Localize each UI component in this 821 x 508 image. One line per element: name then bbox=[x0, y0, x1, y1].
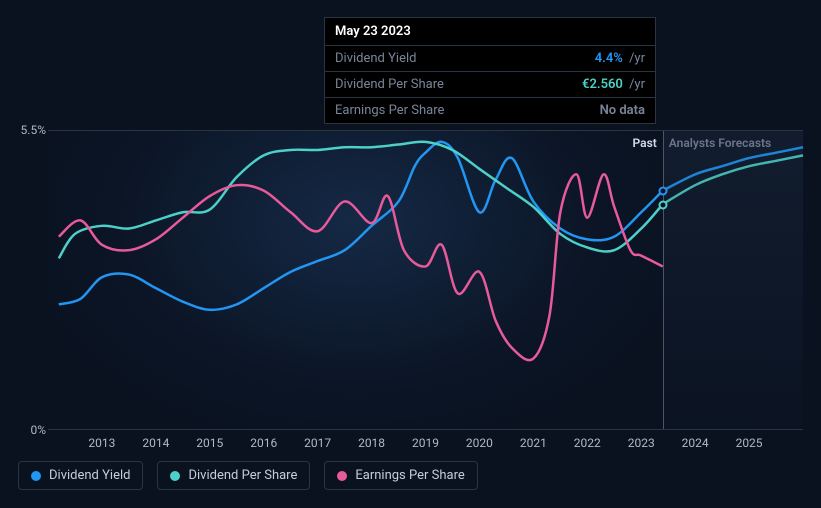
tooltip-label: Earnings Per Share bbox=[335, 103, 600, 118]
tooltip-value: €2.560 /yr bbox=[582, 77, 645, 92]
y-axis-label: 5.5% bbox=[21, 123, 46, 137]
tooltip-row: Dividend Yield4.4% /yr bbox=[325, 46, 655, 72]
series-line bbox=[59, 142, 663, 310]
x-axis-label: 2018 bbox=[358, 436, 385, 450]
chart-legend: Dividend Yield Dividend Per Share Earnings… bbox=[18, 461, 478, 490]
x-axis-label: 2014 bbox=[142, 436, 169, 450]
x-axis-label: 2016 bbox=[250, 436, 277, 450]
legend-dot-icon bbox=[337, 471, 347, 481]
x-axis-label: 2023 bbox=[628, 436, 655, 450]
series-line bbox=[59, 142, 663, 259]
x-axis-label: 2015 bbox=[196, 436, 223, 450]
legend-label: Dividend Yield bbox=[49, 468, 130, 483]
tooltip-label: Dividend Yield bbox=[335, 51, 595, 66]
legend-item[interactable]: Dividend Per Share bbox=[157, 461, 310, 490]
tooltip-row: Earnings Per ShareNo data bbox=[325, 98, 655, 123]
x-axis-label: 2017 bbox=[304, 436, 331, 450]
dividend-chart[interactable]: Past Analysts Forecasts 5.5%0% 201320142… bbox=[18, 100, 803, 460]
legend-item[interactable]: Dividend Yield bbox=[18, 461, 143, 490]
x-axis-label: 2021 bbox=[520, 436, 547, 450]
series-line bbox=[59, 174, 663, 360]
legend-label: Dividend Per Share bbox=[188, 468, 297, 483]
series-marker bbox=[658, 200, 667, 209]
series-marker bbox=[658, 187, 667, 196]
tooltip-value: 4.4% /yr bbox=[595, 51, 645, 66]
series-forecast-line bbox=[663, 147, 803, 190]
tooltip-row: Dividend Per Share€2.560 /yr bbox=[325, 72, 655, 98]
x-axis-label: 2022 bbox=[574, 436, 601, 450]
x-axis-label: 2013 bbox=[88, 436, 115, 450]
x-axis-label: 2019 bbox=[412, 436, 439, 450]
tooltip-date: May 23 2023 bbox=[325, 18, 655, 46]
x-axis-label: 2024 bbox=[682, 436, 709, 450]
tooltip-value: No data bbox=[600, 103, 645, 118]
y-axis-label: 0% bbox=[30, 423, 46, 437]
chart-tooltip: May 23 2023 Dividend Yield4.4% /yrDivide… bbox=[324, 17, 656, 124]
x-axis-label: 2025 bbox=[736, 436, 763, 450]
legend-dot-icon bbox=[31, 471, 41, 481]
legend-label: Earnings Per Share bbox=[355, 468, 464, 483]
tooltip-label: Dividend Per Share bbox=[335, 77, 582, 92]
chart-lines bbox=[48, 131, 803, 429]
x-axis-label: 2020 bbox=[466, 436, 493, 450]
legend-dot-icon bbox=[170, 471, 180, 481]
legend-item[interactable]: Earnings Per Share bbox=[324, 461, 477, 490]
